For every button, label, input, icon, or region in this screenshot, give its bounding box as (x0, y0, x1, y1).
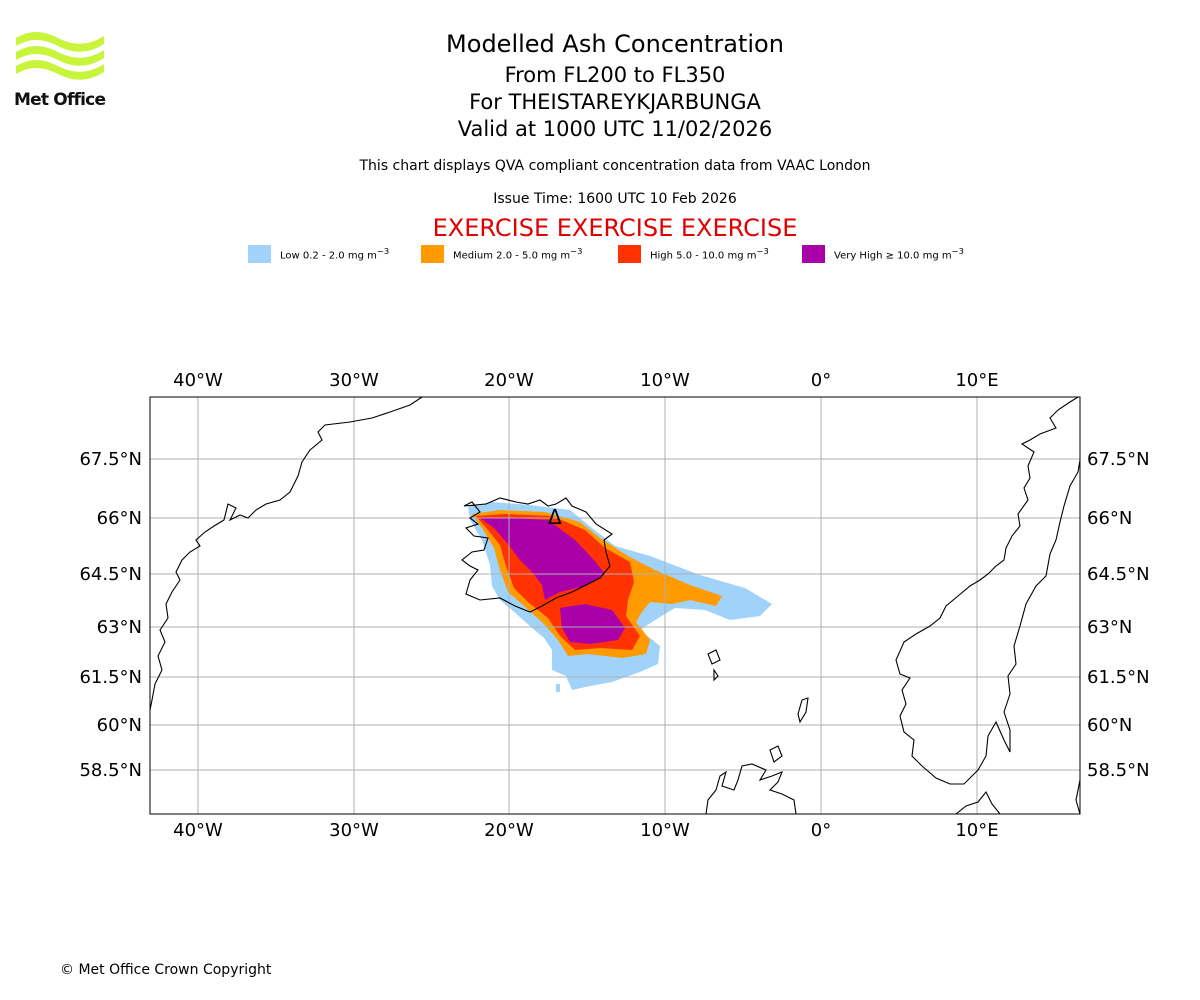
lon-tick-top-30w: 30°W (329, 370, 379, 391)
legend-swatch-low (248, 245, 271, 263)
copyright-notice: © Met Office Crown Copyright (60, 962, 272, 978)
coastline-norway (895, 397, 1080, 785)
lon-tick-bottom-40w: 40°W (173, 820, 223, 841)
lon-tick-bottom-10e: 10°E (955, 820, 998, 841)
lon-tick-bottom-10w: 10°W (640, 820, 690, 841)
legend-item-high: High 5.0 - 10.0 mg m−3 (618, 244, 769, 264)
legend-item-low: Low 0.2 - 2.0 mg m−3 (248, 244, 389, 264)
volcano-marker-icon: Δ (548, 505, 562, 529)
ash-very-high-region-south (560, 604, 625, 644)
met-office-logo: Met Office (12, 28, 112, 118)
coastline-greenland (150, 397, 423, 711)
ash-low-fleck (556, 684, 560, 692)
legend-label-medium: Medium 2.0 - 5.0 mg m−3 (453, 246, 583, 262)
legend-item-very-high: Very High ≥ 10.0 mg m−3 (802, 244, 964, 264)
valid-time: Valid at 1000 UTC 11/02/2026 (457, 117, 773, 141)
lat-tick-right-58-5n: 58.5°N (1087, 760, 1150, 781)
lon-tick-top-10w: 10°W (640, 370, 690, 391)
coastline-sweden (955, 790, 1001, 814)
lat-tick-left-64-5n: 64.5°N (79, 564, 142, 585)
lat-tick-right-63n: 63°N (1087, 617, 1132, 638)
lon-tick-bottom-30w: 30°W (329, 820, 379, 841)
coastline-shetland (797, 697, 809, 724)
lon-tick-top-10e: 10°E (955, 370, 998, 391)
compliance-note: This chart displays QVA compliant concen… (359, 158, 871, 174)
lon-tick-top-40w: 40°W (173, 370, 223, 391)
chart-title: Modelled Ash Concentration (446, 30, 784, 58)
lat-tick-left-63n: 63°N (97, 617, 142, 638)
coastline-orkney (769, 745, 783, 763)
map-content: Δ (150, 397, 1080, 814)
map-frame (149, 396, 1081, 815)
lat-tick-left-67-5n: 67.5°N (79, 449, 142, 470)
coastline-denmark-edge (1075, 779, 1080, 814)
legend-label-low: Low 0.2 - 2.0 mg m−3 (280, 246, 390, 262)
lat-tick-left-58-5n: 58.5°N (79, 760, 142, 781)
ash-very-high-region (480, 518, 605, 600)
lon-tick-bottom-0: 0° (811, 820, 831, 841)
lat-tick-right-60n: 60°N (1087, 715, 1132, 736)
lon-tick-top-20w: 20°W (484, 370, 534, 391)
lat-tick-left-61-5n: 61.5°N (79, 667, 142, 688)
legend-item-medium: Medium 2.0 - 5.0 mg m−3 (421, 244, 582, 264)
lat-tick-left-60n: 60°N (97, 715, 142, 736)
legend-label-very-high: Very High ≥ 10.0 mg m−3 (834, 246, 964, 262)
legend-label-high: High 5.0 - 10.0 mg m−3 (650, 246, 769, 262)
gridlines (150, 397, 1080, 814)
lon-tick-top-0: 0° (811, 370, 831, 391)
legend-swatch-high (618, 245, 641, 263)
volcano-name: For THEISTAREYKJARBUNGA (469, 90, 761, 114)
logo-text: Met Office (14, 90, 106, 110)
met-office-waves-icon (16, 32, 104, 80)
lat-tick-right-61-5n: 61.5°N (1087, 667, 1150, 688)
legend-swatch-medium (421, 245, 444, 263)
lat-tick-right-66n: 66°N (1087, 508, 1132, 529)
coastline-faroes (707, 649, 721, 682)
lat-tick-left-66n: 66°N (97, 508, 142, 529)
flight-level-range: From FL200 to FL350 (504, 63, 726, 87)
legend-swatch-very-high (802, 245, 825, 263)
lon-tick-bottom-20w: 20°W (484, 820, 534, 841)
exercise-banner: EXERCISE EXERCISE EXERCISE (432, 214, 798, 242)
issue-time: Issue Time: 1600 UTC 10 Feb 2026 (493, 191, 737, 207)
coastline-scotland (705, 763, 797, 814)
coastlines (150, 397, 1080, 814)
coastline-iceland (461, 497, 613, 613)
lat-tick-right-64-5n: 64.5°N (1087, 564, 1150, 585)
lat-tick-right-67-5n: 67.5°N (1087, 449, 1150, 470)
